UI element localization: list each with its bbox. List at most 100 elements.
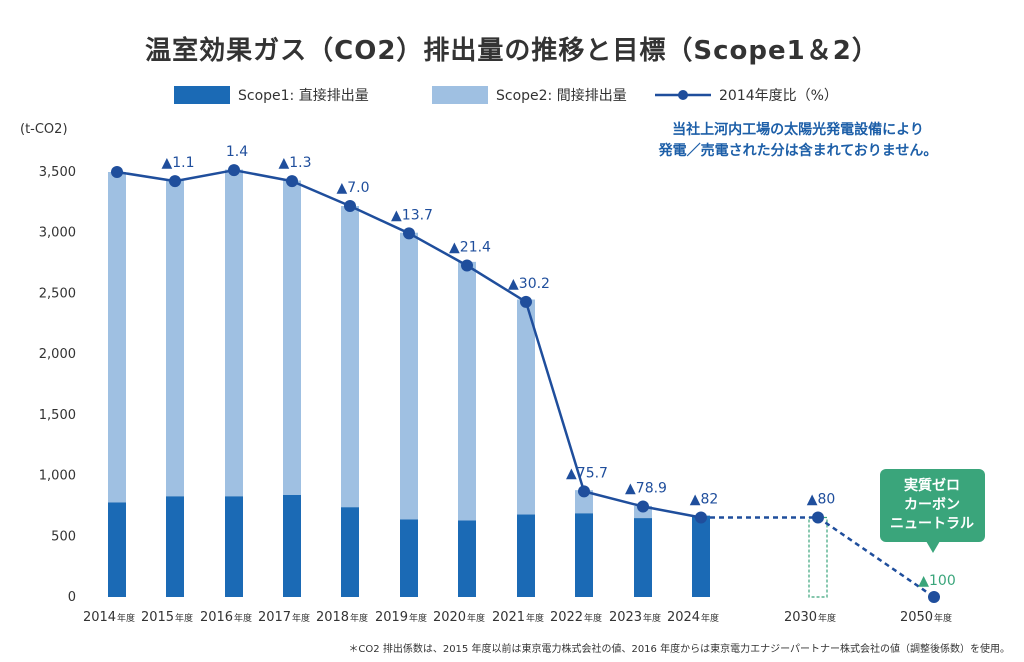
- y-tick-label: 3,000: [39, 226, 76, 241]
- bar-scope2-2020: [458, 261, 476, 521]
- ratio-point-2018: [344, 200, 356, 212]
- y-axis-label: (t-CO2): [20, 122, 68, 137]
- y-tick-label: 500: [51, 529, 76, 544]
- x-tick-label-2017: 2017年度: [258, 610, 310, 625]
- x-tick-label-2050: 2050年度: [900, 610, 952, 625]
- bar-scope1-2017: [283, 495, 301, 597]
- ratio-label-2019: ▲13.7: [391, 207, 433, 223]
- ratio-points: [111, 164, 940, 603]
- callout-line3: ニュートラル: [890, 516, 974, 532]
- x-axis-labels: 2014年度 2015年度 2016年度 2017年度 2018年度 2019年度 2020…: [83, 610, 952, 625]
- x-tick-suffix: 年度: [117, 612, 135, 624]
- bar-scope1-2016: [225, 496, 243, 597]
- x-tick-suffix: 年度: [934, 612, 952, 624]
- bar-scope1-2019: [400, 519, 418, 597]
- bar-scope2-2017: [283, 180, 301, 495]
- bar-scope2-2021: [517, 299, 535, 515]
- solar-note: 当社上河内工場の太陽光発電設備により 発電／売電された分は含まれておりません。: [628, 120, 968, 162]
- bar-scope1-2021: [517, 514, 535, 597]
- callout-line2: カーボン: [904, 497, 960, 513]
- legend-scope2: Scope2: 間接排出量: [432, 85, 627, 105]
- ratio-label-2018: ▲7.0: [336, 180, 369, 196]
- x-tick-suffix: 年度: [701, 612, 719, 624]
- x-tick-suffix: 年度: [643, 612, 661, 624]
- callout-box: [880, 469, 985, 542]
- x-tick-suffix: 年度: [234, 612, 252, 624]
- ratio-point-2014: [111, 166, 123, 178]
- bar-scope2-2016: [225, 169, 243, 497]
- solar-note-line1: 当社上河内工場の太陽光発電設備により: [672, 122, 924, 138]
- bar-scope1-2024: [692, 515, 710, 597]
- x-tick-suffix: 年度: [409, 612, 427, 624]
- ratio-label-2015: ▲1.1: [161, 155, 194, 171]
- ratio-point-2020: [461, 259, 473, 272]
- legend-scope1-swatch: [174, 86, 230, 104]
- ratio-point-2017: [286, 175, 298, 188]
- ratio-label-2021: ▲30.2: [508, 276, 550, 292]
- x-tick-label-2016: 2016年度: [200, 610, 252, 625]
- ratio-label-2017: ▲1.3: [278, 155, 311, 171]
- bars: [108, 169, 710, 597]
- ratio-point-2021: [520, 295, 532, 308]
- solar-note-line2: 発電／売電された分は含まれておりません。: [658, 143, 938, 159]
- footnote: ＊CO2 排出係数は、2015 年度以前は東京電力株式会社の値、2016 年度か…: [348, 644, 1010, 655]
- y-tick-label: 0: [68, 590, 76, 605]
- bar-scope2-2022: [575, 490, 593, 514]
- bar-scope1-2023: [634, 518, 652, 597]
- y-axis-ticks: 0 500 1,000 1,500 2,000 2,500 3,000 3,500: [39, 165, 76, 605]
- x-tick-suffix: 年度: [175, 612, 193, 624]
- x-tick-label-2014: 2014年度: [83, 610, 135, 625]
- y-tick-label: 3,500: [39, 165, 76, 180]
- x-tick-suffix: 年度: [350, 612, 368, 624]
- target-2030-box: [808, 516, 828, 598]
- legend-ratio-line-icon: [655, 90, 711, 100]
- x-tick-label-2018: 2018年度: [316, 610, 368, 625]
- ratio-labels: ▲1.1 1.4 ▲1.3 ▲7.0 ▲13.7 ▲21.4 ▲30.2 ▲75.7 ▲78.9…: [161, 144, 955, 589]
- ratio-label-2050: ▲100: [918, 573, 956, 589]
- bar-scope2-2015: [166, 180, 184, 497]
- bar-scope2-2019: [400, 232, 418, 520]
- callout-line1: 実質ゼロ: [904, 477, 960, 494]
- x-tick-suffix: 年度: [467, 612, 485, 624]
- ratio-point-2050: [928, 591, 940, 603]
- legend-ratio: 2014年度比（%）: [655, 85, 838, 105]
- ratio-label-2016: 1.4: [226, 144, 248, 160]
- x-tick-label-2020: 2020年度: [433, 610, 485, 625]
- bar-scope2-2014: [108, 172, 126, 503]
- ratio-point-2022: [578, 485, 590, 498]
- ratio-label-2022: ▲75.7: [566, 465, 608, 481]
- callout-pointer: [926, 541, 940, 553]
- ratio-point-2024: [695, 511, 707, 524]
- x-tick-label-2024: 2024年度: [667, 610, 719, 625]
- carbon-neutral-callout: 実質ゼロ カーボン ニュートラル: [880, 469, 985, 553]
- y-tick-label: 2,500: [39, 286, 76, 301]
- x-tick-suffix: 年度: [526, 612, 544, 624]
- ratio-point-2019: [403, 227, 415, 240]
- legend-scope1: Scope1: 直接排出量: [174, 85, 369, 105]
- x-tick-label-2015: 2015年度: [141, 610, 193, 625]
- bar-scope1-2022: [575, 513, 593, 597]
- bar-scope1-2020: [458, 520, 476, 597]
- x-tick-suffix: 年度: [292, 612, 310, 624]
- ratio-label-2023: ▲78.9: [625, 481, 667, 497]
- legend-scope1-label: Scope1: 直接排出量: [238, 88, 369, 104]
- x-tick-suffix: 年度: [818, 612, 836, 624]
- ratio-point-2015: [169, 175, 181, 188]
- legend-scope2-label: Scope2: 間接排出量: [496, 88, 627, 104]
- bar-scope1-2015: [166, 496, 184, 597]
- ratio-label-2020: ▲21.4: [449, 240, 491, 256]
- bar-scope1-2014: [108, 502, 126, 597]
- y-tick-label: 1,000: [39, 469, 76, 484]
- x-tick-label-2019: 2019年度: [375, 610, 427, 625]
- ratio-point-2016: [228, 164, 240, 177]
- x-tick-label-2021: 2021年度: [492, 610, 544, 625]
- y-tick-label: 2,000: [39, 347, 76, 362]
- ratio-point-2030: [812, 511, 824, 524]
- bar-scope1-2018: [341, 507, 359, 597]
- legend-scope2-swatch: [432, 86, 488, 104]
- ratio-label-2024: ▲82: [690, 491, 719, 507]
- bar-scope2-2018: [341, 206, 359, 508]
- x-tick-label-2023: 2023年度: [609, 610, 661, 625]
- ratio-point-2023: [637, 500, 649, 513]
